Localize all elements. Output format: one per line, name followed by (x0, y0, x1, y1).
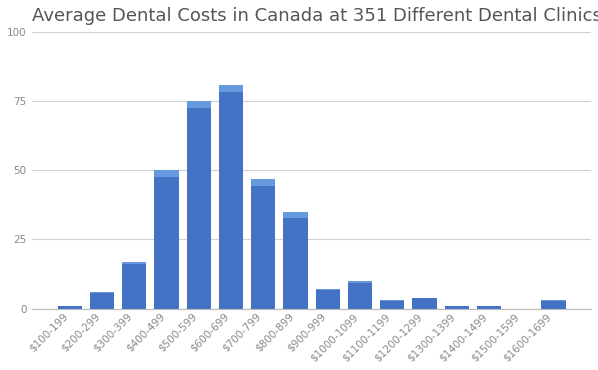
Bar (154, 170, 179, 177)
Bar (122, 262, 147, 309)
Bar (283, 212, 307, 218)
Bar (57, 306, 82, 309)
Bar (90, 292, 114, 309)
Bar (187, 101, 210, 309)
Bar (348, 281, 372, 283)
Bar (283, 212, 307, 309)
Bar (154, 170, 179, 309)
Bar (122, 262, 147, 265)
Bar (541, 300, 566, 309)
Bar (316, 289, 340, 309)
Bar (477, 306, 501, 309)
Text: Average Dental Costs in Canada at 351 Different Dental Clinics: Average Dental Costs in Canada at 351 Di… (32, 7, 598, 25)
Bar (380, 300, 404, 309)
Bar (380, 300, 404, 301)
Bar (445, 306, 469, 309)
Bar (219, 85, 243, 91)
Bar (413, 297, 437, 309)
Bar (187, 101, 210, 108)
Bar (251, 179, 275, 185)
Bar (348, 281, 372, 309)
Bar (90, 292, 114, 293)
Bar (251, 179, 275, 309)
Bar (316, 289, 340, 290)
Bar (219, 85, 243, 309)
Bar (541, 300, 566, 301)
Bar (413, 297, 437, 298)
